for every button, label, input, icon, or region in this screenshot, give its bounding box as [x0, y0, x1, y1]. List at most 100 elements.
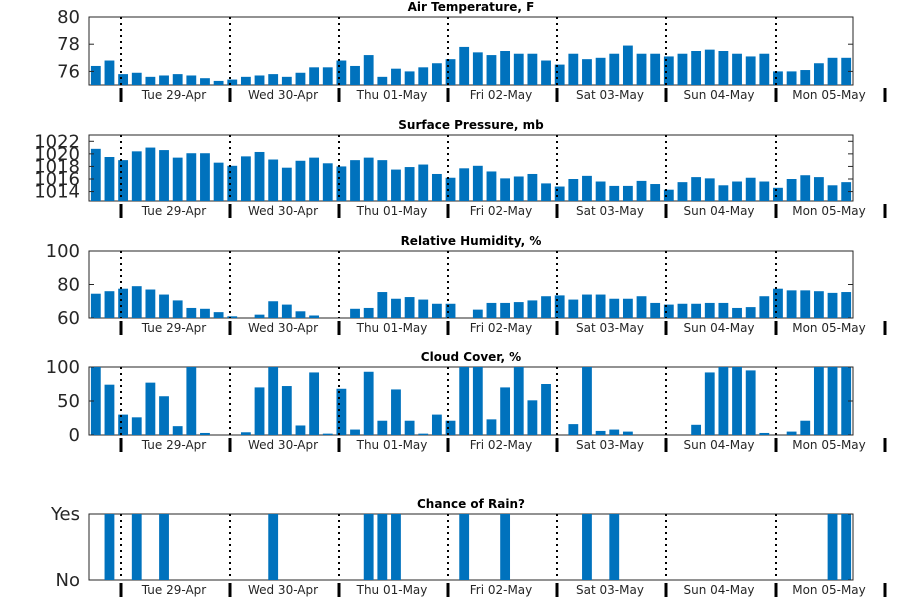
data-bar [391, 298, 401, 318]
data-bar [622, 431, 633, 435]
x-day-label: Sat 03-May [576, 583, 644, 597]
data-bar [104, 60, 115, 85]
x-day-label: Thu 01-May [356, 583, 428, 597]
data-bar [268, 74, 279, 85]
x-day-label: Sun 04-May [683, 583, 754, 597]
x-day-label: Thu 01-May [356, 438, 428, 452]
data-bar [309, 315, 320, 318]
data-bar [172, 426, 183, 435]
data-bar [268, 514, 279, 580]
data-bar [827, 367, 838, 435]
data-bar [118, 414, 129, 435]
data-bar [227, 79, 238, 85]
data-bar [732, 181, 742, 201]
data-bar [500, 178, 511, 201]
data-bar [186, 367, 197, 435]
data-bar [295, 425, 306, 435]
data-bar [391, 169, 401, 201]
data-bar [145, 289, 156, 318]
y-tick-label: 78 [57, 34, 80, 55]
x-day-label: Mon 05-May [792, 321, 866, 335]
data-bar [431, 414, 442, 435]
data-bar [472, 52, 483, 85]
data-bar [541, 384, 551, 435]
x-day-label: Mon 05-May [792, 88, 866, 102]
y-tick-label: 100 [46, 241, 80, 262]
data-bar [309, 67, 320, 85]
data-bar [309, 372, 320, 435]
x-day-label: Sun 04-May [683, 204, 754, 218]
data-bar [663, 189, 674, 201]
data-bar [322, 433, 333, 435]
panel-title: Relative Humidity, % [401, 234, 542, 248]
data-bar [595, 430, 606, 435]
x-day-label: Tue 29-Apr [141, 321, 206, 335]
data-bar [281, 76, 292, 85]
y-tick-label: Yes [50, 504, 80, 525]
x-day-label: Wed 30-Apr [248, 438, 318, 452]
data-bar [813, 177, 824, 201]
data-bar [718, 302, 729, 318]
data-bar [459, 514, 470, 580]
data-bar [732, 53, 742, 85]
data-bar [227, 165, 238, 201]
data-bar [418, 67, 429, 85]
data-bar [391, 68, 401, 85]
data-bar [200, 432, 210, 435]
data-bar [459, 168, 470, 201]
data-bar [431, 173, 442, 201]
x-day-label: Sat 03-May [576, 321, 644, 335]
y-tick-label: 0 [69, 425, 80, 446]
data-bar [254, 151, 265, 201]
y-tick-label: 100 [46, 357, 80, 378]
data-bar [445, 303, 456, 318]
panel-title: Chance of Rain? [417, 497, 525, 511]
data-bar [254, 387, 265, 435]
data-bar [486, 55, 497, 85]
data-bar [418, 299, 429, 318]
data-bar [486, 171, 497, 201]
data-bar [568, 424, 579, 435]
data-bar [650, 302, 661, 318]
data-bar [404, 71, 415, 85]
data-bar [90, 148, 101, 201]
data-bar [786, 431, 797, 435]
data-bar [636, 53, 647, 85]
data-bar [841, 514, 852, 580]
data-bar [486, 419, 497, 435]
x-day-label: Tue 29-Apr [141, 583, 206, 597]
data-bar [131, 417, 142, 435]
data-bar [213, 80, 224, 85]
data-bar [691, 177, 702, 201]
data-bar [786, 290, 797, 318]
data-bar [322, 67, 333, 85]
data-bar [240, 432, 251, 435]
data-bar [295, 72, 306, 85]
data-bar [377, 420, 388, 435]
data-bar [500, 302, 511, 318]
data-bar [431, 63, 442, 85]
data-bar [677, 53, 688, 85]
data-bar [350, 160, 360, 201]
data-bar [118, 160, 129, 201]
data-bar [131, 286, 142, 318]
data-bar [813, 367, 824, 435]
panel-frame [88, 513, 854, 581]
data-bar [800, 290, 811, 318]
data-bar [745, 370, 756, 435]
data-bar [704, 372, 715, 435]
data-bar [663, 304, 674, 318]
data-bar [582, 175, 592, 201]
data-bar [172, 300, 183, 318]
data-bar [186, 75, 197, 85]
data-bar [295, 311, 306, 318]
data-bar [691, 51, 702, 85]
y-tick-label: 1022 [34, 131, 80, 152]
data-bar [445, 59, 456, 85]
data-bar [595, 181, 606, 201]
data-bar [541, 183, 551, 201]
data-bar [773, 288, 783, 318]
x-day-label: Sun 04-May [683, 438, 754, 452]
data-bar [145, 76, 156, 85]
data-bar [636, 180, 647, 201]
